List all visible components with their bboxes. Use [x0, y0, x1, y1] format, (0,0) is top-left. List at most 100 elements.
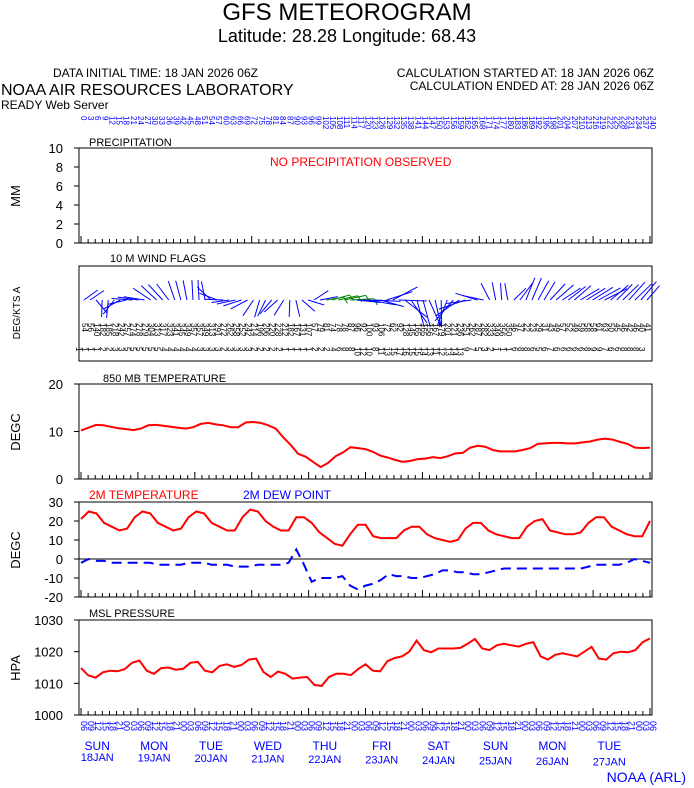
wind-direction-label: 131 — [298, 323, 307, 337]
temp850-frame — [78, 383, 653, 480]
wind-direction-label: 57 — [310, 323, 319, 332]
run-hour-label: 42 — [179, 116, 188, 125]
wind-barb — [175, 280, 182, 301]
wind-direction-label: 56 — [86, 323, 95, 332]
wind-speed-label: 12 — [437, 347, 446, 356]
wind-direction-label: 279 — [141, 323, 150, 337]
run-hour-label: 141 — [413, 116, 422, 130]
wind-direction-label: 81 — [322, 323, 331, 332]
run-hour-label: 189 — [527, 116, 536, 130]
run-hour-label: 183 — [513, 116, 522, 130]
y-tick-label: 10 — [49, 425, 63, 440]
wind-speed-label: 12 — [359, 347, 368, 356]
wind-barb — [132, 287, 151, 301]
utc-hour-label: 21 — [171, 721, 181, 731]
day-of-week-label: TUE — [597, 739, 621, 753]
utc-hour-label: 00 — [520, 721, 530, 731]
wind-speed-label: 5 — [122, 347, 131, 352]
utc-hour-label: 00 — [463, 721, 473, 731]
run-hour-label: 180 — [506, 116, 515, 130]
run-hour-label: 9 — [100, 116, 109, 121]
utc-hour-label: 18 — [392, 721, 402, 731]
utc-hour-label: 09 — [143, 721, 153, 731]
utc-hour-label: 21 — [399, 721, 409, 731]
y-tick-label: 2 — [56, 217, 63, 232]
wind-barb — [580, 288, 600, 301]
wind-direction-label: 165 — [413, 323, 422, 337]
run-hour-label: 15 — [115, 116, 124, 125]
wind-barb — [610, 284, 629, 301]
temp850-line — [80, 420, 651, 469]
wind-speed-label: 6 — [570, 347, 579, 352]
utc-hour-label: 03 — [243, 721, 253, 731]
wind-direction-label: 167 — [292, 323, 301, 337]
temp2m-legend: 2M TEMPERATURE — [89, 488, 199, 502]
wind-direction-label: 242 — [243, 323, 252, 337]
wind-barb — [259, 299, 273, 315]
utc-hour-label: 18 — [335, 721, 345, 731]
wind-barb — [254, 299, 261, 318]
wind-barb — [191, 279, 194, 301]
wind-speed-label: 9 — [589, 347, 598, 352]
run-hour-label: 3 — [86, 116, 95, 121]
dewpoint-line — [80, 547, 651, 591]
wind-barb — [140, 285, 157, 301]
utc-hour-label: 18 — [164, 721, 174, 731]
wind-barb — [525, 277, 536, 301]
wind-direction-label: 72 — [383, 323, 392, 332]
wind-direction-label: 185 — [104, 323, 113, 337]
wind-barb — [263, 299, 279, 313]
run-hour-label: 138 — [406, 116, 415, 130]
run-hour-label: 18 — [122, 116, 131, 125]
wind-direction-label: 182 — [98, 323, 107, 337]
wind-direction-label: 46 — [631, 323, 640, 332]
temp2m-line — [80, 508, 651, 547]
wind-barb — [491, 282, 497, 301]
wind-barb — [223, 299, 242, 307]
run-hour-label: 123 — [371, 116, 380, 130]
wind-direction-label: 313 — [153, 323, 162, 337]
y-tick-label: 0 — [56, 472, 63, 487]
temp850-ylabel: DEGC — [8, 413, 23, 451]
run-hour-label: 231 — [627, 116, 636, 130]
wind-speed-label: 8 — [516, 347, 525, 352]
run-hour-label: 108 — [335, 116, 344, 130]
wind-speed-label: 5 — [474, 347, 483, 352]
wind-barb — [531, 277, 542, 301]
wind-speed-label: 3 — [225, 347, 234, 352]
pressure-ylabel: HPA — [8, 655, 23, 681]
wind-speed-label: 3 — [201, 347, 210, 352]
utc-hour-label: 18 — [563, 721, 573, 731]
wind-direction-label: 50 — [607, 323, 616, 332]
run-hour-label: 69 — [243, 116, 252, 125]
wind-direction-label: 87 — [346, 323, 355, 332]
wind-speed-label: 2 — [262, 347, 271, 352]
wind-direction-label: 29 — [534, 323, 543, 332]
utc-hour-label: 18 — [449, 721, 459, 731]
wind-direction-label: 323 — [165, 323, 174, 337]
wind-speed-label: 1 — [286, 347, 295, 352]
date-label: 19JAN — [138, 753, 171, 765]
y-tick-label: 30 — [49, 495, 63, 510]
wind-speed-label: 11 — [431, 347, 440, 356]
wind-speed-label: 8 — [619, 347, 628, 352]
wind-barb — [230, 299, 248, 310]
wind-barb — [416, 299, 425, 328]
wind-speed-label: 2 — [316, 347, 325, 352]
wind-speed-label: 10 — [365, 347, 374, 356]
run-hour-label: 24 — [136, 116, 145, 125]
wind-barb — [257, 299, 267, 317]
wind-direction-label: 63 — [601, 323, 610, 332]
wind-barb — [543, 281, 556, 301]
wind-barb — [634, 282, 653, 301]
run-hour-label: 207 — [570, 116, 579, 130]
run-hour-label: 63 — [228, 116, 237, 125]
lab-name: NOAA AIR RESOURCES LABORATORY — [1, 82, 294, 99]
precip-annotation: NO PRECIPITATION OBSERVED — [270, 155, 452, 169]
wind-barb — [368, 299, 397, 306]
run-hour-label: 168 — [477, 116, 486, 130]
wind-speed-label: 2 — [104, 347, 113, 352]
wind-speed-label: 8 — [346, 347, 355, 352]
wind-direction-label: 357 — [189, 323, 198, 337]
data-initial-time: DATA INITIAL TIME: 18 JAN 2026 06Z — [53, 66, 258, 80]
